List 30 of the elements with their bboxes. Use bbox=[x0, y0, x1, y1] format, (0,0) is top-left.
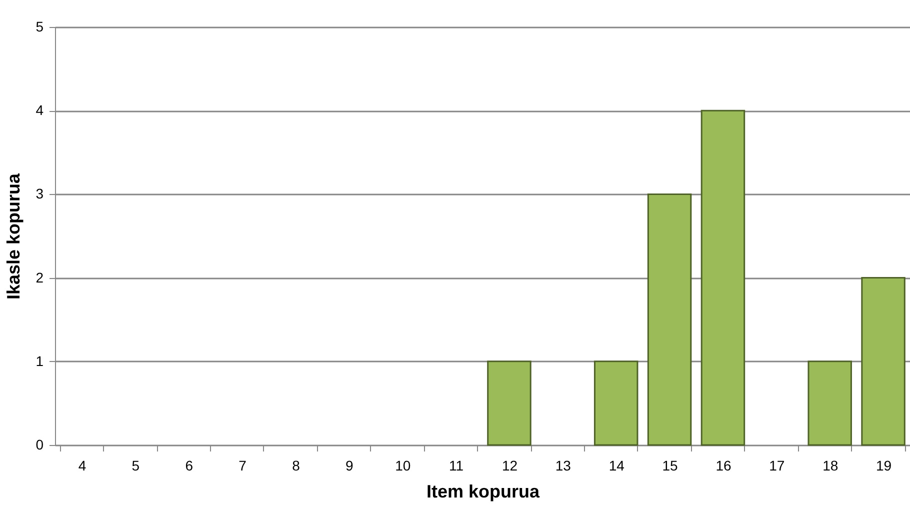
bar bbox=[861, 277, 906, 446]
x-tick-label: 12 bbox=[502, 458, 518, 474]
bar bbox=[647, 193, 692, 446]
x-tick-label: 7 bbox=[238, 458, 247, 474]
x-tick-label: 5 bbox=[132, 458, 140, 474]
x-tick-label: 19 bbox=[876, 458, 892, 474]
y-axis-title: Ikasle kopurua bbox=[4, 172, 24, 300]
x-tick-label: 11 bbox=[449, 458, 464, 474]
x-tick-label: 10 bbox=[395, 458, 411, 474]
x-tick-label: 6 bbox=[185, 458, 194, 474]
bar bbox=[594, 360, 638, 446]
x-tick-label: 17 bbox=[769, 458, 785, 474]
y-tick-label: 3 bbox=[36, 186, 44, 202]
x-axis-title: Item kopurua bbox=[426, 482, 540, 502]
x-tick-label: 16 bbox=[716, 458, 732, 474]
x-tick-label: 4 bbox=[78, 458, 86, 474]
y-tick-label: 2 bbox=[36, 269, 44, 286]
x-tick-label: 9 bbox=[346, 458, 354, 474]
y-tick-label: 5 bbox=[36, 18, 44, 34]
x-tick-label: 8 bbox=[292, 458, 300, 474]
bar bbox=[808, 360, 852, 446]
bar bbox=[487, 360, 532, 446]
bar bbox=[700, 110, 746, 446]
x-tick-label: 15 bbox=[662, 458, 678, 474]
y-tick-label: 0 bbox=[36, 436, 44, 452]
y-tick-label: 1 bbox=[36, 352, 44, 369]
x-tick-label: 18 bbox=[822, 458, 838, 474]
x-tick-label: 14 bbox=[608, 458, 625, 474]
x-tick-label: 13 bbox=[555, 458, 572, 474]
y-tick-label: 4 bbox=[36, 102, 44, 118]
